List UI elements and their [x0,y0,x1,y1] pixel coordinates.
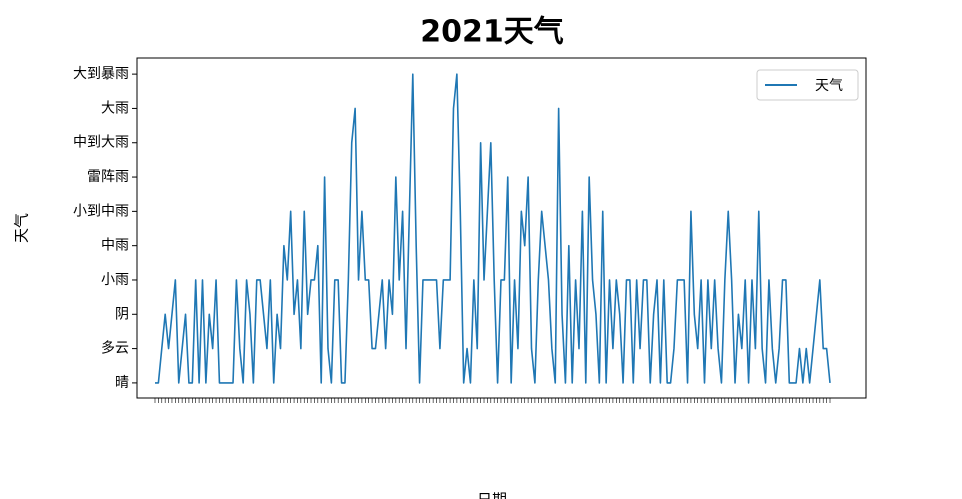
y-tick-label: 大雨 [101,100,129,116]
y-tick-label: 多云 [101,340,129,357]
plot-frame [136,57,867,399]
y-tick-label: 晴 [115,375,129,391]
y-tick-label: 中到大雨 [73,135,129,151]
y-tick-label: 中雨 [101,238,129,254]
chart-title: 2021天气 [420,15,564,50]
y-tick-label: 雷阵雨 [87,169,129,185]
y-tick-label: 小到中雨 [73,203,129,219]
y-tick-label: 小雨 [101,272,129,288]
x-axis-label: 日期 [477,491,507,499]
y-axis-label: 天气 [13,213,31,243]
y-tick-label: 大到暴雨 [73,66,129,82]
legend-box [756,69,859,101]
y-tick-label: 阴 [115,306,129,322]
line-series [155,73,831,384]
legend-label: 天气 [815,78,843,94]
